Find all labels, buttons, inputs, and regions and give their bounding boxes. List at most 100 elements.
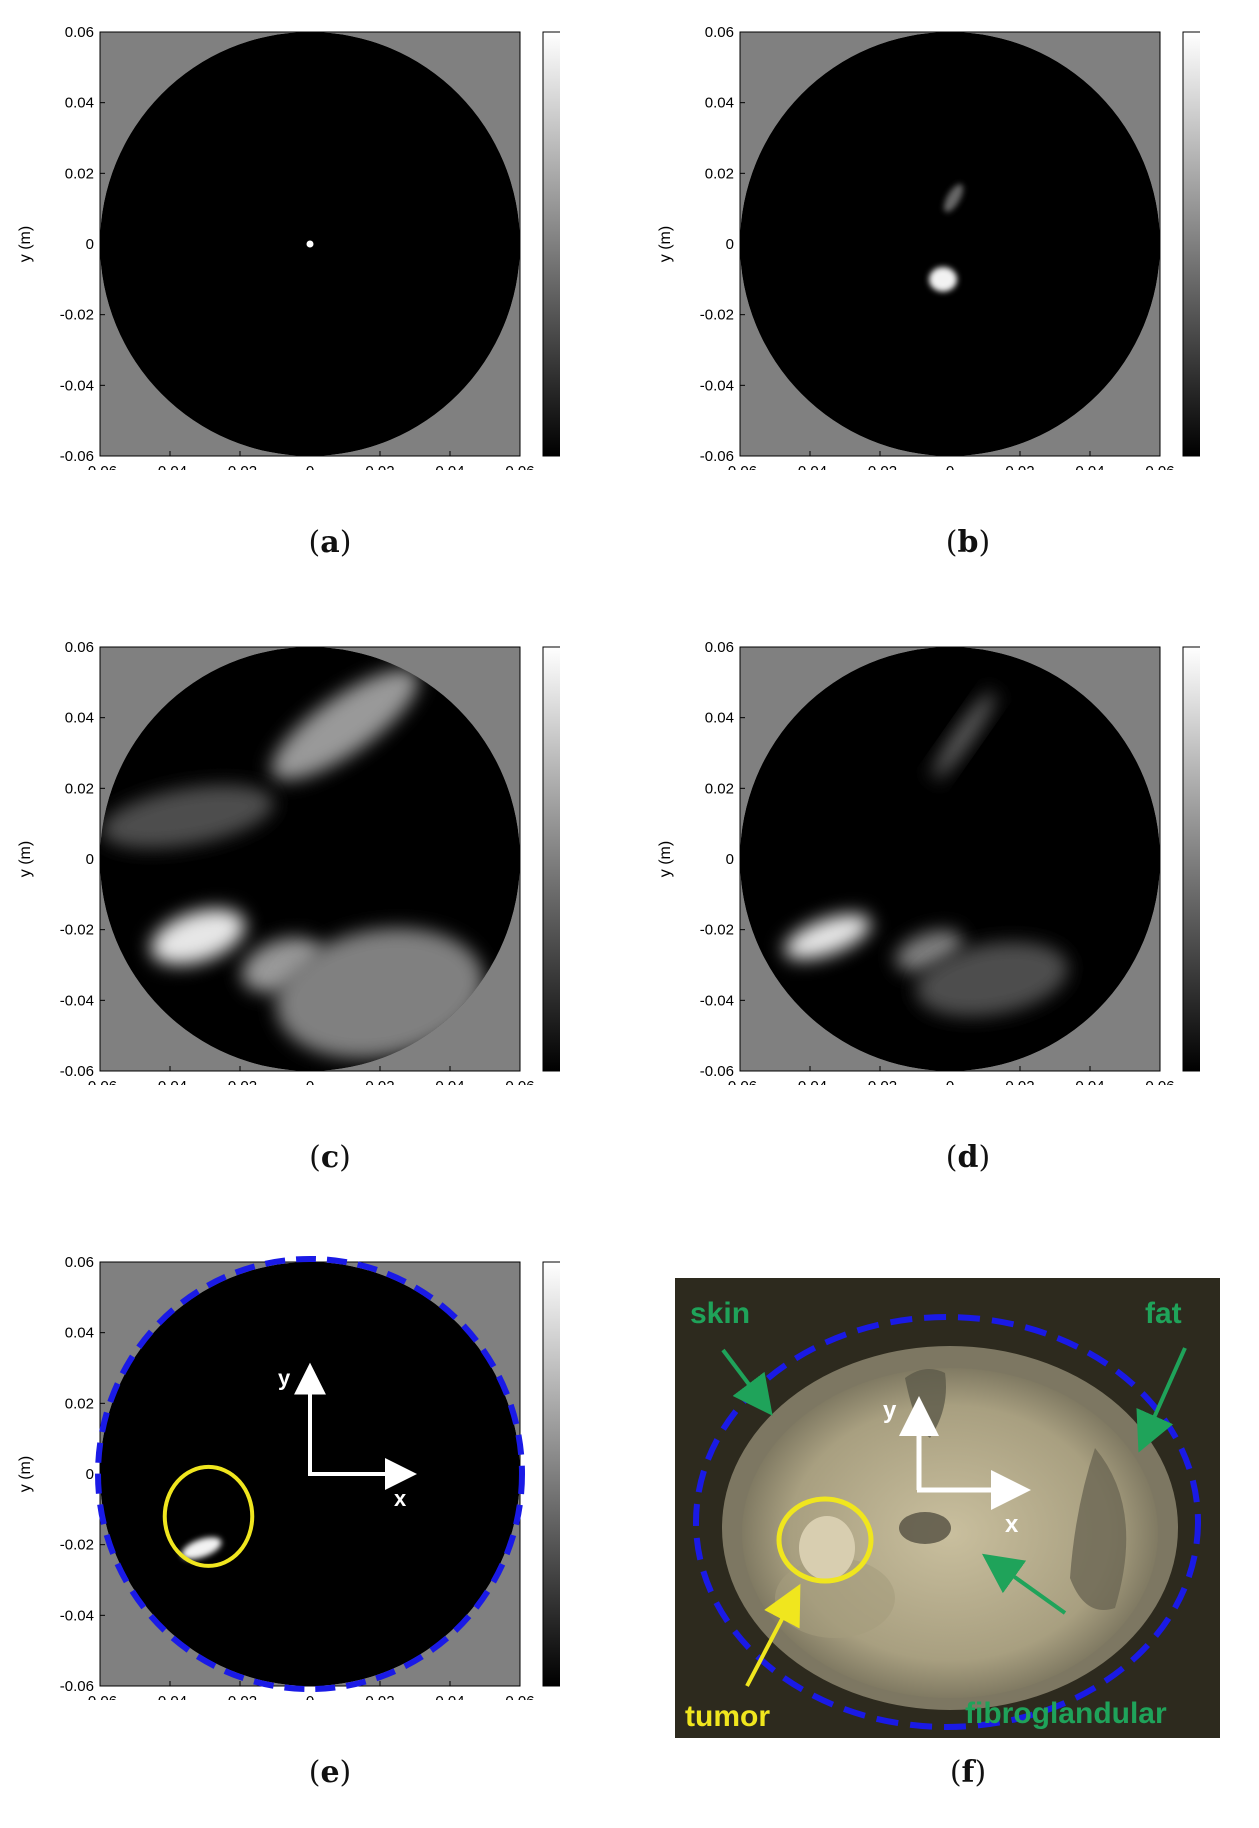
- x-tick-label: 0.02: [1005, 1078, 1034, 1085]
- y-tick-label: 0: [726, 236, 734, 253]
- interior-group: [740, 647, 1160, 1071]
- x-tick-label: 0.06: [1145, 463, 1174, 470]
- y-tick-label: -0.04: [60, 992, 94, 1009]
- x-tick-label: 0: [306, 463, 314, 470]
- y-tick-label: 0: [86, 236, 94, 253]
- fat-region-right: [1070, 1448, 1127, 1610]
- x-tick-label: 0.02: [365, 1078, 394, 1085]
- x-tick-label: -0.02: [223, 463, 257, 470]
- y-tick-label: 0.04: [705, 710, 734, 727]
- colorbar: [542, 646, 566, 1072]
- y-tick-label: 0.06: [65, 24, 94, 41]
- y-tick-label: 0.02: [65, 780, 94, 797]
- colorbar: [542, 31, 566, 457]
- fat-spot: [899, 1512, 951, 1544]
- bright-region: [271, 669, 419, 781]
- mri-photo: y x skin fat tumor fibroglandular: [675, 1278, 1220, 1738]
- photo-axis-x-label: x: [1005, 1511, 1019, 1538]
- x-tick-label: 0.06: [505, 1078, 534, 1085]
- panel-b: -0.06 -0.04 -0.02 0 0.02 0.04 0.06 0.06 0.04 0.02…: [640, 0, 1231, 502]
- panel-c: -0.06 -0.04 -0.02 0 0.02 0.04 0.06 0.06 0.04 0.02…: [0, 615, 591, 1117]
- y-tick-label: 0.02: [65, 1395, 94, 1412]
- x-tick-label: 0.06: [505, 463, 534, 470]
- colorbar: [542, 1261, 566, 1687]
- label-fibroglandular: fibroglandular: [965, 1697, 1167, 1730]
- y-tick-label: -0.06: [700, 1063, 734, 1080]
- x-tick-label: -0.02: [223, 1693, 257, 1700]
- x-tick-label: -0.02: [863, 1078, 897, 1085]
- y-tick-label: -0.02: [700, 922, 734, 939]
- y-tick-label: 0.04: [65, 95, 94, 112]
- bright-region: [181, 1537, 222, 1560]
- y-tick-label: 0.06: [705, 639, 734, 656]
- tumor-circle: [162, 1464, 255, 1568]
- x-tick-label: 0: [946, 463, 954, 470]
- bright-region: [943, 184, 964, 213]
- bright-region: [929, 266, 957, 292]
- y-tick-label: -0.06: [60, 448, 94, 465]
- y-tick-label: -0.02: [700, 307, 734, 324]
- bright-region: [915, 941, 1069, 1017]
- x-tick-label: 0.02: [365, 1693, 394, 1700]
- y-tick-label: 0.02: [65, 165, 94, 182]
- y-tick-label: -0.04: [60, 377, 94, 394]
- x-tick-label: 0.04: [435, 463, 464, 470]
- chart-c: -0.06 -0.04 -0.02 0 0.02 0.04 0.06 0.06 0.04 0.02…: [17, 639, 591, 1117]
- bright-region: [150, 908, 246, 965]
- y-tick-label: 0.06: [65, 1254, 94, 1271]
- x-tick-label: 0: [946, 1078, 954, 1085]
- axis-y-label: y: [278, 1366, 291, 1391]
- x-tick-label: -0.04: [793, 463, 827, 470]
- skin-arrow: [721, 1348, 773, 1416]
- x-tick-label: 0.02: [365, 463, 394, 470]
- caption-e: (e): [308, 1755, 352, 1790]
- y-tick-label: 0: [86, 851, 94, 868]
- y-axis-label: y (m): [657, 841, 674, 877]
- skin-outline: [95, 1255, 525, 1693]
- panel-d: -0.06 -0.04 -0.02 0 0.02 0.04 0.06 0.06 0.04 0.02…: [640, 615, 1231, 1117]
- panel-a: -0.06 -0.04 -0.02 0 0.02 0.04 0.06 0.06 0.04 0.02…: [0, 0, 591, 502]
- y-tick-label: 0: [86, 1466, 94, 1483]
- tumor-circle: [776, 1496, 874, 1584]
- bright-region: [933, 692, 995, 779]
- y-tick-label: -0.02: [60, 1537, 94, 1554]
- tumor-arrow: [745, 1583, 801, 1687]
- caption-d: (d): [945, 1140, 991, 1175]
- y-tick-label: -0.04: [60, 1607, 94, 1624]
- caption-a: (a): [308, 525, 352, 560]
- chart-a: -0.06 -0.04 -0.02 0 0.02 0.04 0.06 0.06 0.04 0.02…: [17, 24, 591, 502]
- caption-b: (b): [945, 525, 991, 560]
- bright-region: [101, 784, 274, 849]
- x-tick-label: -0.04: [153, 1078, 187, 1085]
- y-tick-label: 0.02: [705, 165, 734, 182]
- y-axis-label: y (m): [657, 226, 674, 262]
- label-fat: fat: [1145, 1297, 1182, 1330]
- panel-f: y x skin fat tumor fibroglandular: [675, 1278, 1220, 1743]
- x-tick-label: 0.04: [1075, 1078, 1104, 1085]
- x-tick-label: 0.04: [1075, 463, 1104, 470]
- bright-region: [784, 913, 871, 960]
- y-tick-label: -0.06: [60, 1678, 94, 1695]
- label-tumor: tumor: [685, 1700, 770, 1733]
- chart-b: -0.06 -0.04 -0.02 0 0.02 0.04 0.06 0.06 0.04 0.02…: [657, 24, 1231, 502]
- colorbar: [1182, 646, 1206, 1072]
- chart-d: -0.06 -0.04 -0.02 0 0.02 0.04 0.06 0.06 0.04 0.02…: [657, 639, 1231, 1117]
- y-tick-label: -0.04: [700, 992, 734, 1009]
- fat-arrow: [1136, 1347, 1187, 1453]
- breast-interior: [740, 32, 1160, 456]
- x-tick-label: -0.02: [223, 1078, 257, 1085]
- x-tick-label: 0.04: [435, 1078, 464, 1085]
- tumor-mass: [799, 1516, 855, 1580]
- y-tick-label: -0.06: [60, 1063, 94, 1080]
- x-tick-label: -0.04: [793, 1078, 827, 1085]
- y-axis-label: y (m): [17, 226, 34, 262]
- interior-group: [740, 32, 1160, 456]
- x-tick-label: 0: [306, 1078, 314, 1085]
- caption-f: (f): [949, 1755, 987, 1790]
- label-skin: skin: [690, 1297, 750, 1330]
- fibroglandular-arrow: [981, 1553, 1067, 1615]
- y-axis-label: y (m): [17, 841, 34, 877]
- y-tick-label: 0.06: [65, 639, 94, 656]
- y-tick-label: 0.04: [705, 95, 734, 112]
- x-tick-label: 0: [306, 1693, 314, 1700]
